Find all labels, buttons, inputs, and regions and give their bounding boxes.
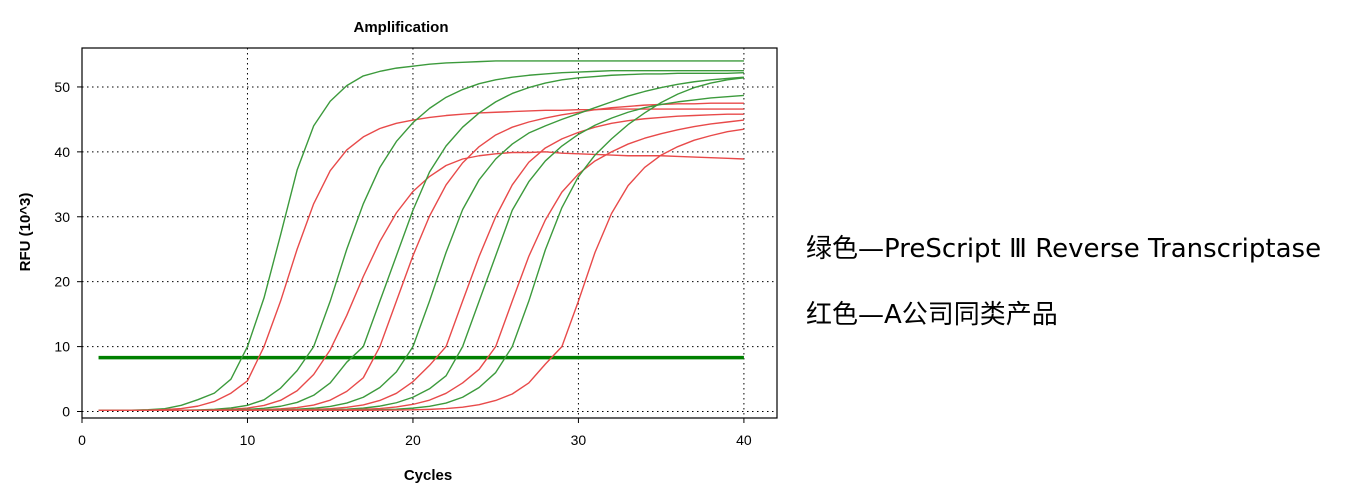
x-tick-label: 40 (736, 432, 752, 448)
chart-title: Amplification (353, 19, 448, 36)
series-layer (98, 60, 745, 412)
y-tick-label: 20 (54, 274, 70, 290)
plot-frame (81, 47, 778, 419)
series-line-1 (98, 60, 744, 412)
legend-green-label: 绿色—PreScript Ⅲ Reverse Transcriptase (806, 234, 1322, 264)
x-tick-label: 20 (405, 432, 421, 448)
y-tick-label: 0 (62, 404, 70, 420)
legend-red-label: 红色—A公司同类产品 (806, 300, 1058, 330)
x-tick-label: 30 (571, 432, 587, 448)
series-line-3 (98, 70, 744, 412)
series-line-9 (98, 94, 744, 412)
y-axis-label: RFU (10^3) (17, 193, 34, 272)
x-tick-label: 10 (240, 432, 256, 448)
amplification-chart: Amplification 0 10 20 30 40 0 10 20 30 40 50 Cycle… (17, 19, 778, 484)
series-line-12 (98, 128, 745, 412)
series-line-2 (98, 108, 744, 412)
y-tick-label: 10 (54, 339, 70, 355)
series-line-11 (98, 77, 744, 412)
x-tick-label: 0 (78, 432, 86, 448)
series-line-8 (98, 113, 744, 412)
series-line-7 (98, 76, 744, 412)
grid-lines (82, 48, 777, 418)
series-line-5 (98, 71, 744, 412)
y-tick-label: 40 (54, 144, 70, 160)
axis-ticks: 0 10 20 30 40 0 10 20 30 40 50 (54, 79, 751, 448)
x-axis-label: Cycles (404, 467, 452, 484)
y-tick-label: 30 (54, 209, 70, 225)
y-tick-label: 50 (54, 79, 70, 95)
series-line-6 (98, 102, 744, 412)
series-line-10 (98, 119, 744, 412)
